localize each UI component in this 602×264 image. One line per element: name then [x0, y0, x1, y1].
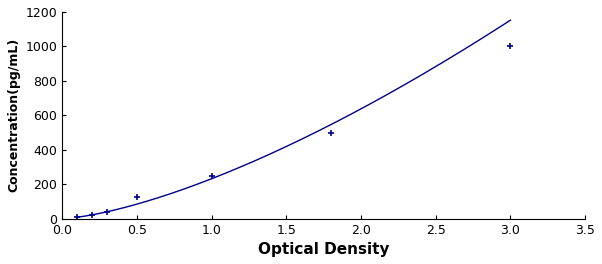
Y-axis label: Concentration(pg/mL): Concentration(pg/mL) [7, 38, 20, 192]
X-axis label: Optical Density: Optical Density [258, 242, 389, 257]
